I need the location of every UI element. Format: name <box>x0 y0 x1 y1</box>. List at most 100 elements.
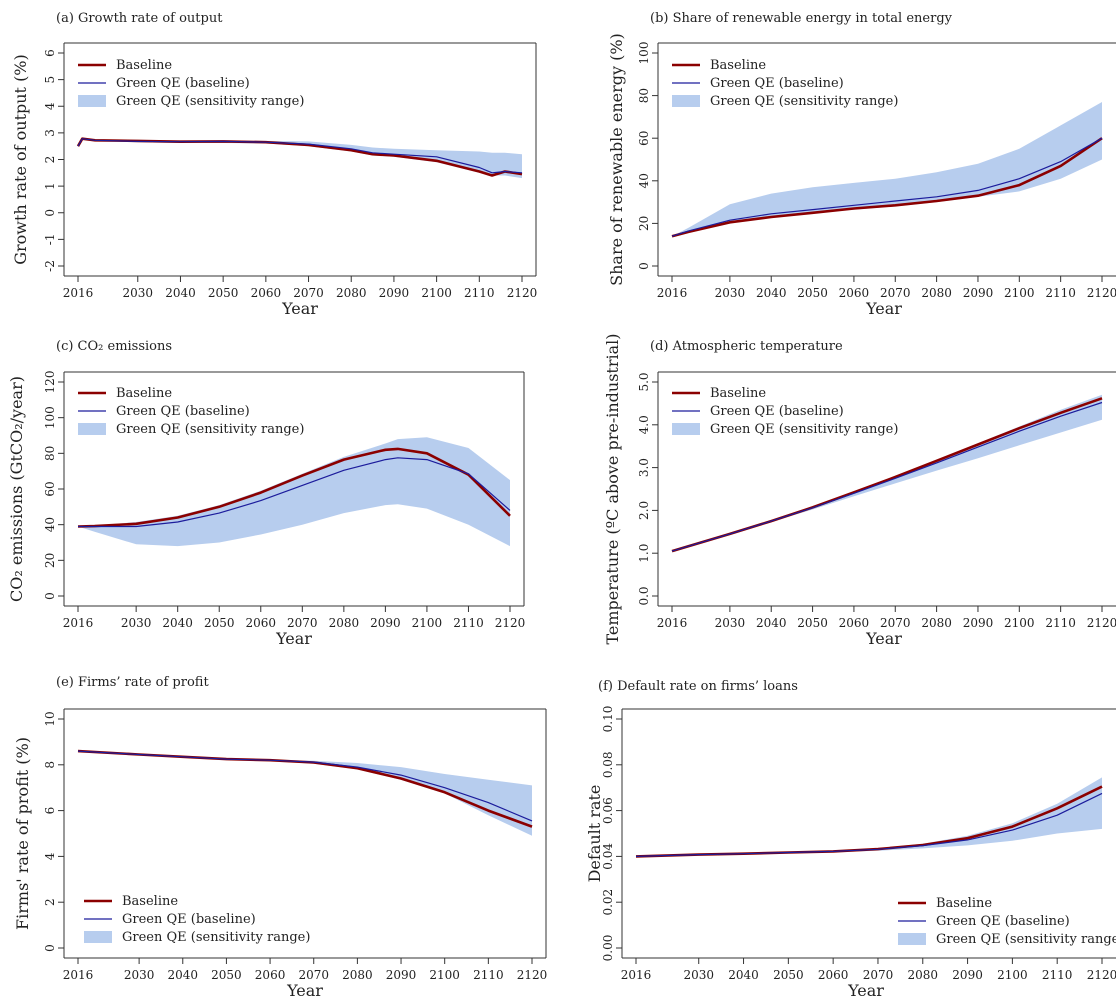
sensitivity-band <box>78 437 510 547</box>
x-axis-label: Year <box>847 981 884 1000</box>
legend-label-green-qe: Green QE (baseline) <box>122 912 256 927</box>
x-tick-label: 2016 <box>657 286 688 300</box>
x-tick-label: 2040 <box>165 286 196 300</box>
x-tick-label: 2016 <box>63 616 94 630</box>
legend-swatch-band <box>84 931 112 943</box>
y-tick-label: 6 <box>43 49 57 57</box>
legend-swatch-band <box>898 933 926 945</box>
x-tick-label: 2050 <box>773 968 804 982</box>
x-tick-label: 2070 <box>880 286 911 300</box>
legend-label-green-qe: Green QE (baseline) <box>936 914 1070 929</box>
series-line-green-qe <box>77 138 523 174</box>
series-line-green-qe <box>671 137 1103 237</box>
legend-label-band: Green QE (sensitivity range) <box>710 422 898 437</box>
x-axis-label: Year <box>286 981 323 1000</box>
y-tick-label: 100 <box>637 42 651 65</box>
legend-label-baseline: Baseline <box>710 58 766 73</box>
x-tick-label: 2060 <box>255 968 286 982</box>
y-axis-label: Growth rate of output (%) <box>11 54 30 265</box>
y-tick-label: 0.04 <box>601 843 615 870</box>
y-tick-label: 20 <box>43 553 57 568</box>
x-tick-label: 2070 <box>293 286 324 300</box>
x-tick-label: 2110 <box>473 968 504 982</box>
x-tick-label: 2050 <box>797 616 828 630</box>
x-tick-label: 2040 <box>756 286 787 300</box>
y-tick-label: 0.10 <box>601 706 615 733</box>
y-tick-label: 5.0 <box>637 372 651 391</box>
x-axis-label: Year <box>275 629 312 648</box>
y-tick-label: -1 <box>43 234 57 246</box>
y-tick-label: 0.06 <box>601 797 615 824</box>
y-tick-label: 40 <box>637 173 651 188</box>
x-tick-label: 2060 <box>245 616 276 630</box>
x-tick-label: 2090 <box>952 968 983 982</box>
x-tick-label: 2090 <box>386 968 417 982</box>
x-tick-label: 2030 <box>715 616 746 630</box>
x-tick-label: 2100 <box>421 286 452 300</box>
series-line-green-qe <box>671 401 1103 552</box>
legend-swatch-band <box>672 423 700 435</box>
y-tick-label: 100 <box>43 406 57 429</box>
y-tick-label: 0 <box>43 592 57 600</box>
y-tick-label: 80 <box>637 88 651 103</box>
legend: Baseline Green QE (baseline) Green QE (sen… <box>78 58 304 109</box>
chart-title: (e) Firms’ rate of profit <box>56 675 209 690</box>
legend-label-band: Green QE (sensitivity range) <box>116 94 304 109</box>
x-tick-label: 2120 <box>495 616 526 630</box>
y-tick-label: 120 <box>43 371 57 394</box>
x-tick-label: 2070 <box>298 968 329 982</box>
x-tick-label: 2060 <box>251 286 282 300</box>
y-tick-label: 10 <box>43 711 57 726</box>
chart-title: (c) CO₂ emissions <box>56 339 172 354</box>
x-tick-label: 2030 <box>715 286 746 300</box>
x-tick-label: 2110 <box>1045 286 1076 300</box>
y-tick-label: 0.08 <box>601 751 615 778</box>
y-tick-label: 5 <box>43 76 57 84</box>
y-axis-label: Firms' rate of profit (%) <box>13 737 32 930</box>
series-line-baseline <box>77 447 511 528</box>
legend-label-baseline: Baseline <box>710 386 766 401</box>
legend-swatch-band <box>672 95 700 107</box>
legend: Baseline Green QE (baseline) Green QE (sen… <box>672 58 898 109</box>
legend-label-band: Green QE (sensitivity range) <box>710 94 898 109</box>
legend-swatch-band <box>78 95 106 107</box>
y-tick-label: 40 <box>43 517 57 532</box>
y-tick-label: 4.0 <box>637 415 651 434</box>
x-tick-label: 2110 <box>453 616 484 630</box>
y-tick-label: 80 <box>43 446 57 461</box>
y-tick-label: 0 <box>637 262 651 270</box>
x-tick-label: 2090 <box>379 286 410 300</box>
y-axis-label: CO₂ emissions (GtCO₂/year) <box>7 376 26 602</box>
legend: Baseline Green QE (baseline) Green QE (sen… <box>84 894 310 945</box>
x-tick-label: 2080 <box>921 286 952 300</box>
y-axis-label: Default rate <box>585 785 604 883</box>
legend-label-green-qe: Green QE (baseline) <box>710 404 844 419</box>
x-tick-label: 2030 <box>683 968 714 982</box>
x-tick-label: 2100 <box>997 968 1028 982</box>
y-tick-label: -2 <box>43 260 57 272</box>
legend-swatch-band <box>78 423 106 435</box>
legend-label-baseline: Baseline <box>936 896 992 911</box>
x-tick-label: 2050 <box>797 286 828 300</box>
x-tick-label: 2016 <box>657 616 688 630</box>
x-tick-label: 2110 <box>464 286 495 300</box>
y-tick-label: 0 <box>43 944 57 952</box>
x-tick-label: 2016 <box>63 968 94 982</box>
y-tick-label: 2 <box>43 156 57 164</box>
legend-label-green-qe: Green QE (baseline) <box>116 76 250 91</box>
x-tick-label: 2100 <box>1004 616 1035 630</box>
legend-label-green-qe: Green QE (baseline) <box>710 76 844 91</box>
x-tick-label: 2070 <box>863 968 894 982</box>
series-line-baseline <box>671 137 1103 238</box>
x-tick-label: 2060 <box>839 616 870 630</box>
x-tick-label: 2110 <box>1045 616 1076 630</box>
x-tick-label: 2080 <box>336 286 367 300</box>
y-tick-label: 4 <box>43 852 57 860</box>
legend-label-band: Green QE (sensitivity range) <box>936 932 1116 947</box>
legend-label-baseline: Baseline <box>122 894 178 909</box>
x-tick-label: 2080 <box>907 968 938 982</box>
x-tick-label: 2030 <box>122 286 153 300</box>
